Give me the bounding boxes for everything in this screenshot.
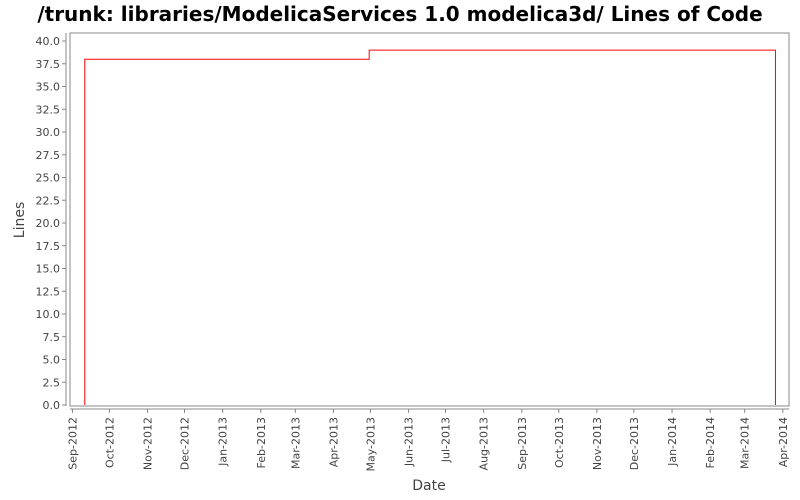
x-tick-label: Dec-2012 bbox=[178, 417, 191, 470]
y-tick-label: 25.0 bbox=[36, 172, 61, 185]
series-group bbox=[84, 49, 776, 405]
x-tick-label: Sep-2013 bbox=[516, 417, 529, 470]
y-tick-label: 27.5 bbox=[36, 149, 61, 162]
y-tick-label: 2.5 bbox=[43, 376, 61, 389]
x-tick-label: Mar-2014 bbox=[739, 417, 752, 469]
x-tick-label: Jul-2013 bbox=[440, 417, 453, 463]
x-tick-label: Apr-2013 bbox=[327, 417, 340, 467]
x-tick-label: Sep-2012 bbox=[66, 417, 79, 470]
y-tick-label: 15.0 bbox=[36, 263, 61, 276]
x-tick-label: Oct-2013 bbox=[553, 417, 566, 468]
x-axis-label: Date bbox=[412, 478, 445, 494]
y-tick-label: 32.5 bbox=[36, 103, 61, 116]
series-line bbox=[84, 49, 776, 405]
y-tick-label: 37.5 bbox=[36, 58, 61, 71]
x-tick-label: Oct-2012 bbox=[103, 417, 116, 468]
y-tick-label: 40.0 bbox=[36, 35, 61, 48]
y-tick-label: 10.0 bbox=[36, 308, 61, 321]
x-tick-label: Jan-2013 bbox=[217, 417, 230, 467]
y-tick-label: 35.0 bbox=[36, 81, 61, 94]
x-tick-label: Jan-2014 bbox=[666, 417, 679, 467]
x-axis: Sep-2012 Oct-2012 Nov-2012 Dec-2012 Jan-2013… bbox=[66, 408, 790, 472]
x-tick-label: Aug-2013 bbox=[478, 417, 491, 470]
y-tick-label: 0.0 bbox=[43, 399, 61, 412]
y-tick-label: 7.5 bbox=[43, 331, 61, 344]
x-tick-label: Apr-2014 bbox=[777, 417, 790, 467]
x-tick-label: Feb-2014 bbox=[704, 417, 717, 468]
y-tick-label: 20.0 bbox=[36, 217, 61, 230]
chart-title: /trunk: libraries/ModelicaServices 1.0 m… bbox=[37, 2, 762, 26]
x-tick-label: Dec-2013 bbox=[628, 417, 641, 470]
plot-area bbox=[69, 32, 790, 407]
y-tick-label: 5.0 bbox=[43, 354, 61, 367]
x-tick-label: Nov-2013 bbox=[591, 417, 604, 470]
x-tick-label: May-2013 bbox=[364, 417, 377, 472]
y-tick-label: 12.5 bbox=[36, 285, 61, 298]
y-tick-label: 17.5 bbox=[36, 240, 61, 253]
y-tick-label: 22.5 bbox=[36, 194, 61, 207]
y-axis: 0.0 2.5 5.0 7.5 10.0 12.5 15.0 17.5 20.0 22.5 25.0… bbox=[36, 33, 67, 412]
x-tick-label: Feb-2013 bbox=[255, 417, 268, 468]
x-tick-label: Jun-2013 bbox=[403, 417, 416, 467]
x-tick-label: Mar-2013 bbox=[289, 417, 302, 469]
x-tick-label: Nov-2012 bbox=[142, 417, 155, 470]
y-tick-label: 30.0 bbox=[36, 126, 61, 139]
y-axis-label: Lines bbox=[12, 202, 28, 238]
